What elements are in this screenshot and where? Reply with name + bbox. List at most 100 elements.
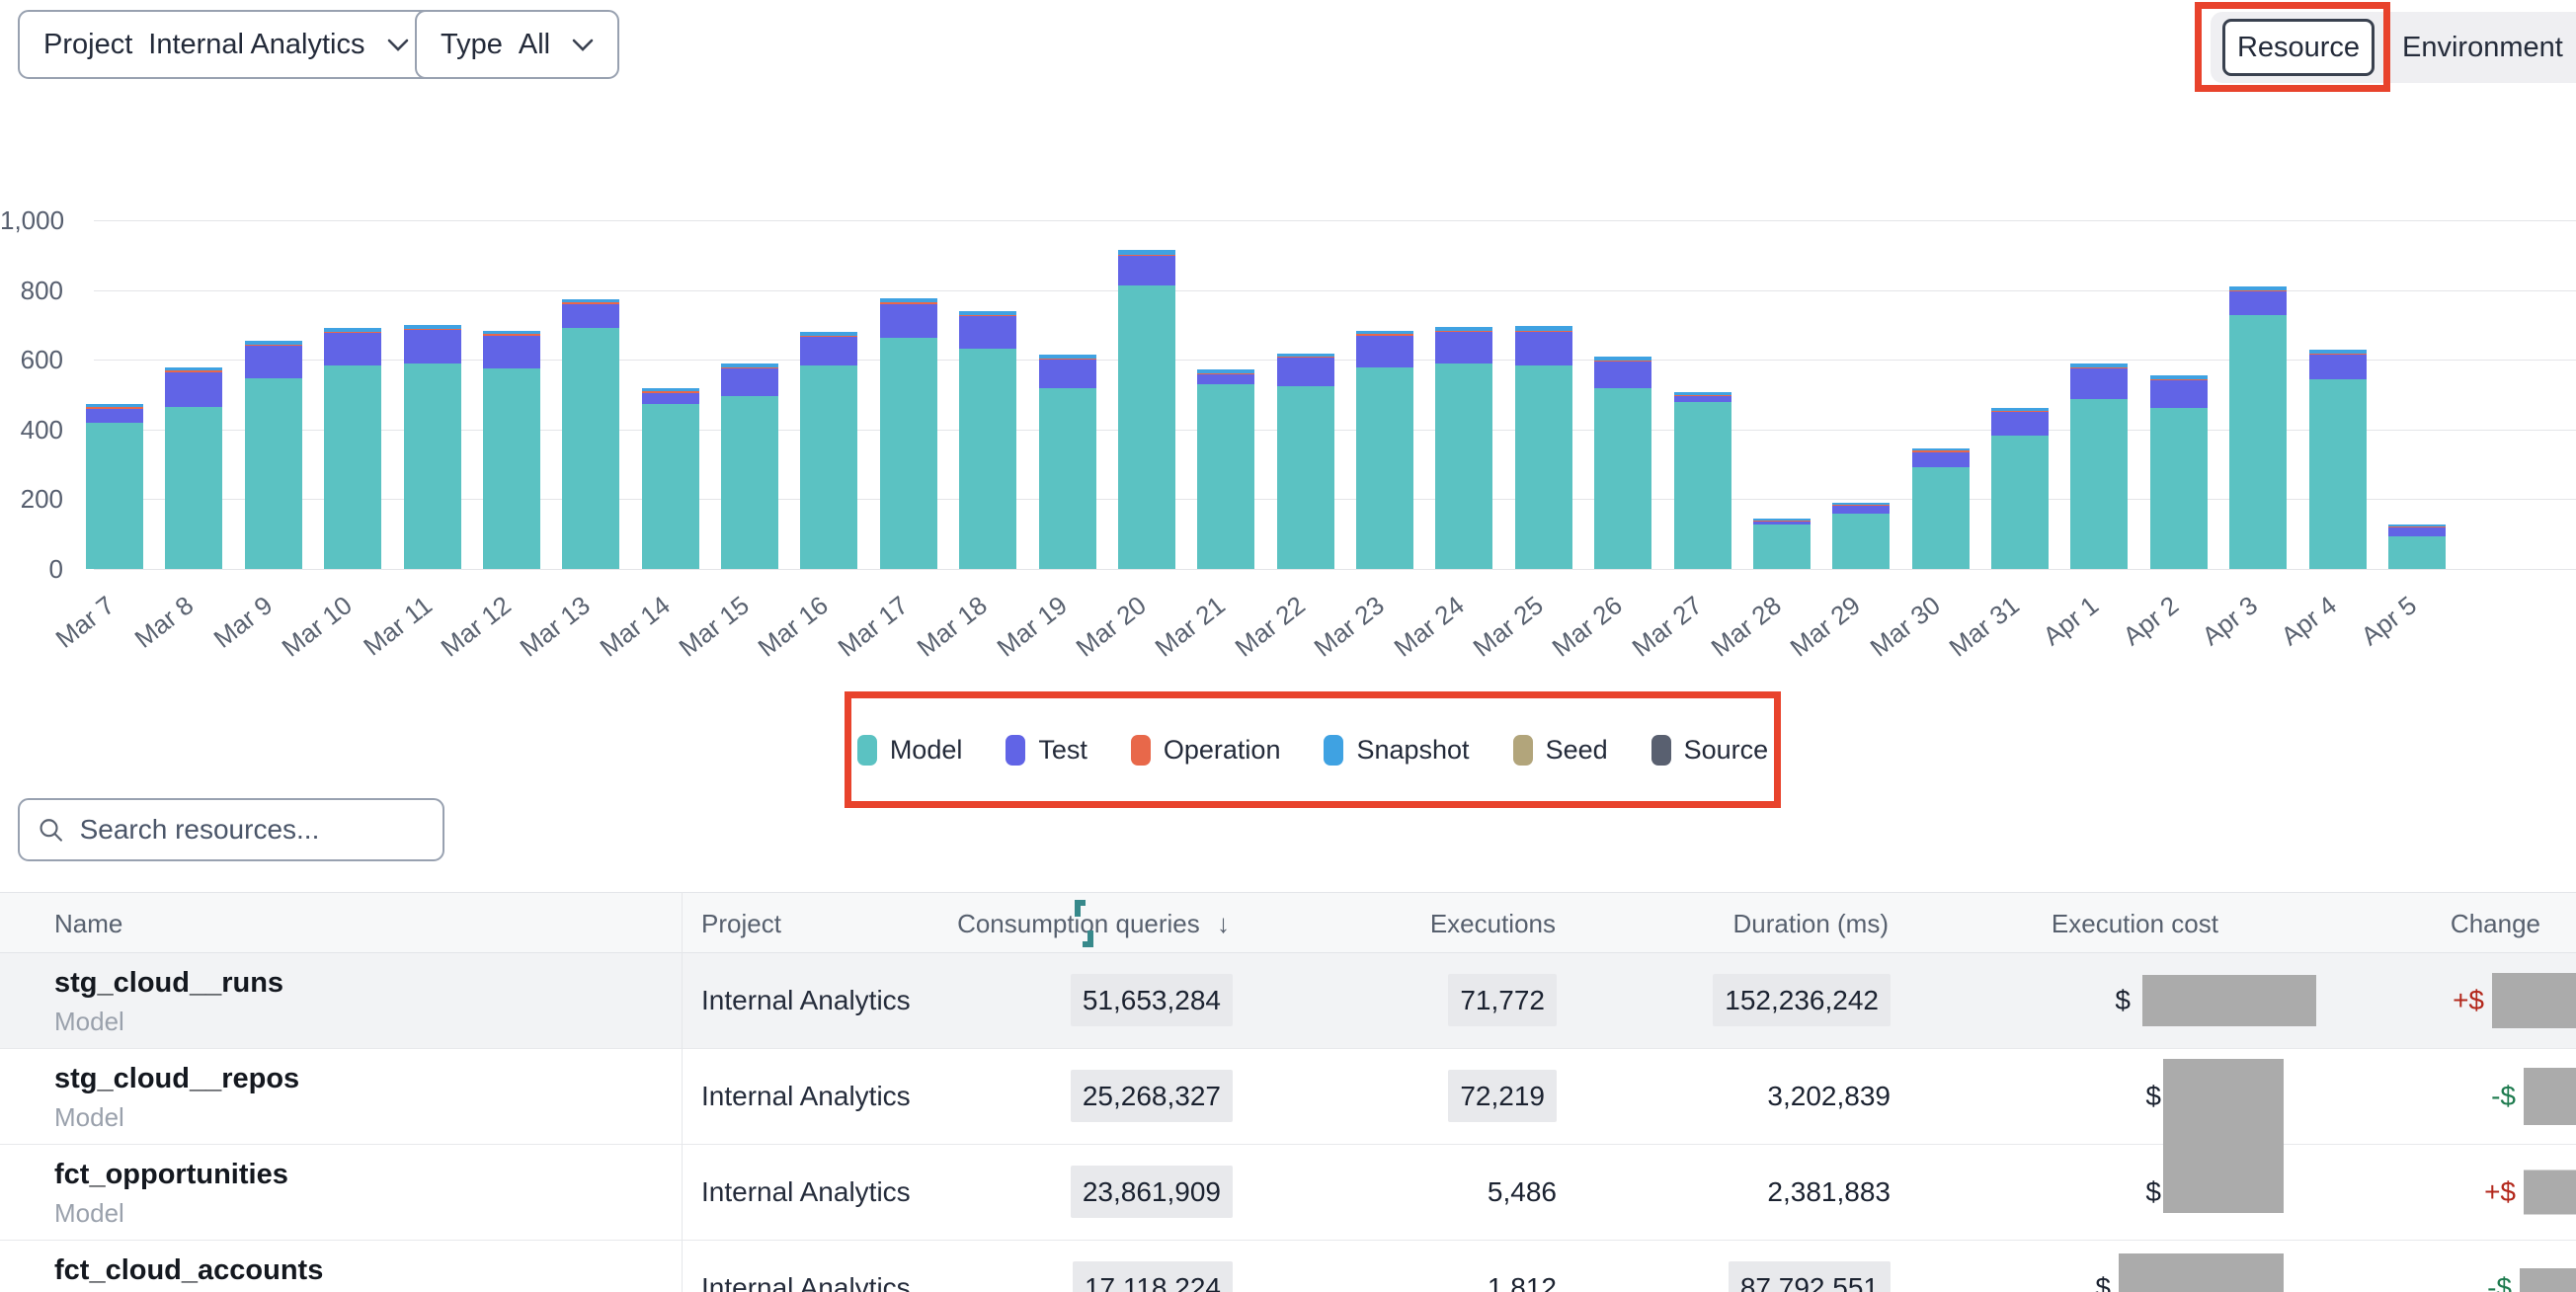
bar-segment-model (1832, 514, 1891, 569)
bar-mar-21[interactable] (1197, 369, 1255, 569)
bar-mar-20[interactable] (1117, 250, 1175, 569)
table-row-fct_cloud_accounts[interactable]: fct_cloud_accountsModelInternal Analytic… (0, 1241, 2576, 1292)
search-input[interactable] (77, 813, 425, 847)
bar-segment-test (2070, 368, 2129, 399)
duration-cell: 2,381,883 (1767, 1176, 1891, 1207)
table-row-stg_cloud__runs[interactable]: stg_cloud__runs Model Internal Analytics 51… (0, 953, 2576, 1049)
bar-segment-operation (562, 302, 620, 304)
change-cell: +$ (2453, 985, 2484, 1015)
column-header-duration[interactable]: Duration (ms) (1732, 909, 1889, 938)
bar-mar-25[interactable] (1514, 326, 1572, 569)
resource-tab[interactable]: Resource (2222, 19, 2375, 76)
bar-mar-28[interactable] (1752, 519, 1811, 569)
value-highlight-chip: 72,219 (1448, 1070, 1557, 1122)
project-cell: Internal Analytics (701, 985, 911, 1015)
bar-mar-23[interactable] (1356, 330, 1413, 569)
text-cursor-icon (1075, 900, 1086, 917)
bar-segment-model (1276, 386, 1334, 569)
bar-apr-4[interactable] (2308, 350, 2367, 569)
bar-mar-14[interactable] (641, 387, 699, 569)
bar-mar-12[interactable] (482, 330, 540, 569)
bar-mar-9[interactable] (244, 341, 302, 569)
table-row-fct_opportunities[interactable]: fct_opportunities Model Internal Analytics… (0, 1145, 2576, 1241)
project-filter-dropdown[interactable]: Project Internal Analytics (18, 10, 435, 79)
bar-segment-test (324, 333, 382, 365)
bar-mar-17[interactable] (879, 298, 937, 569)
environment-tab[interactable]: Environment (2402, 31, 2563, 63)
bar-mar-15[interactable] (721, 363, 778, 569)
column-header-executions[interactable]: Executions (1429, 909, 1556, 938)
x-axis-tick-label: Apr 3 (2196, 590, 2264, 652)
bar-mar-19[interactable] (1038, 355, 1096, 569)
resource-name-link[interactable]: stg_cloud__runs (54, 967, 284, 999)
resource-name-link[interactable]: fct_opportunities (54, 1159, 288, 1190)
bar-mar-7[interactable] (86, 403, 143, 569)
column-header-change[interactable]: Change (2450, 909, 2540, 938)
bar-segment-operation (1356, 334, 1413, 336)
column-header-project[interactable]: Project (701, 909, 781, 938)
bar-apr-5[interactable] (2387, 524, 2446, 569)
bar-segment-operation (86, 407, 143, 409)
redaction-box (2492, 973, 2576, 1028)
bar-mar-24[interactable] (1435, 327, 1493, 569)
bar-mar-13[interactable] (562, 298, 620, 569)
consumption-queries-cell: 51,653,284 (1070, 974, 1233, 1026)
bar-segment-model (2149, 407, 2208, 569)
bar-segment-snapshot (1991, 407, 2049, 411)
bar-mar-29[interactable] (1832, 503, 1891, 569)
bar-segment-test (1276, 358, 1334, 387)
bar-mar-10[interactable] (324, 328, 382, 569)
bar-mar-30[interactable] (1911, 447, 1970, 569)
legend-swatch-operation (1130, 734, 1151, 766)
table-row-stg_cloud__repos[interactable]: stg_cloud__repos Model Internal Analytics 2… (0, 1049, 2576, 1145)
resource-type-label: Model (54, 1102, 124, 1132)
column-header-execution-cost[interactable]: Execution cost (2051, 909, 2218, 938)
execution-cost-cell: $ (2095, 1272, 2111, 1292)
bar-mar-27[interactable] (1673, 392, 1731, 569)
resource-name-link[interactable]: stg_cloud__repos (54, 1063, 300, 1094)
legend-swatch-seed (1512, 734, 1533, 766)
bar-mar-11[interactable] (403, 325, 461, 569)
bar-mar-22[interactable] (1276, 353, 1334, 569)
bar-apr-2[interactable] (2149, 375, 2208, 569)
column-header-name[interactable]: Name (54, 909, 123, 938)
search-box[interactable] (18, 798, 444, 861)
x-axis-tick-label: Mar 31 (1943, 590, 2026, 663)
legend-item-snapshot[interactable]: Snapshot (1324, 734, 1470, 766)
bar-mar-8[interactable] (165, 366, 223, 569)
x-axis-tick-label: Mar 25 (1467, 590, 1549, 663)
bar-segment-operation (959, 314, 1017, 317)
value-highlight-chip: 152,236,242 (1713, 974, 1891, 1026)
column-header-consumption-queries[interactable]: Consumption queries ↓ (957, 909, 1230, 938)
x-axis-tick-label: Mar 21 (1149, 590, 1232, 663)
bar-segment-snapshot (1435, 327, 1493, 331)
resource-name-link[interactable]: fct_cloud_accounts (54, 1254, 324, 1286)
x-axis-tick-label: Mar 16 (753, 590, 835, 663)
bar-mar-16[interactable] (800, 332, 858, 569)
bar-segment-operation (1911, 450, 1970, 452)
duration-cell: 3,202,839 (1767, 1081, 1891, 1111)
legend-item-operation[interactable]: Operation (1130, 734, 1280, 766)
bar-segment-operation (641, 391, 699, 393)
bar-segment-model (2308, 379, 2367, 569)
bar-segment-snapshot (1594, 357, 1652, 361)
type-filter-dropdown[interactable]: Type All (415, 10, 620, 79)
gridline (94, 499, 2576, 501)
bar-apr-1[interactable] (2070, 363, 2129, 569)
x-axis-tick-label: Mar 12 (435, 590, 517, 663)
bar-apr-3[interactable] (2229, 285, 2288, 569)
bar-mar-18[interactable] (959, 311, 1017, 569)
bar-segment-model (800, 365, 858, 569)
bar-mar-26[interactable] (1594, 357, 1652, 569)
bar-segment-operation (2308, 353, 2367, 355)
legend-item-seed[interactable]: Seed (1512, 734, 1608, 766)
bar-segment-operation (2387, 525, 2446, 527)
bar-segment-operation (244, 344, 302, 347)
bar-segment-snapshot (1832, 503, 1891, 506)
gridline (94, 289, 2576, 291)
bar-mar-31[interactable] (1991, 407, 2049, 569)
legend-item-model[interactable]: Model (856, 734, 962, 766)
legend-item-source[interactable]: Source (1650, 734, 1768, 766)
legend-item-test[interactable]: Test (1006, 734, 1087, 766)
